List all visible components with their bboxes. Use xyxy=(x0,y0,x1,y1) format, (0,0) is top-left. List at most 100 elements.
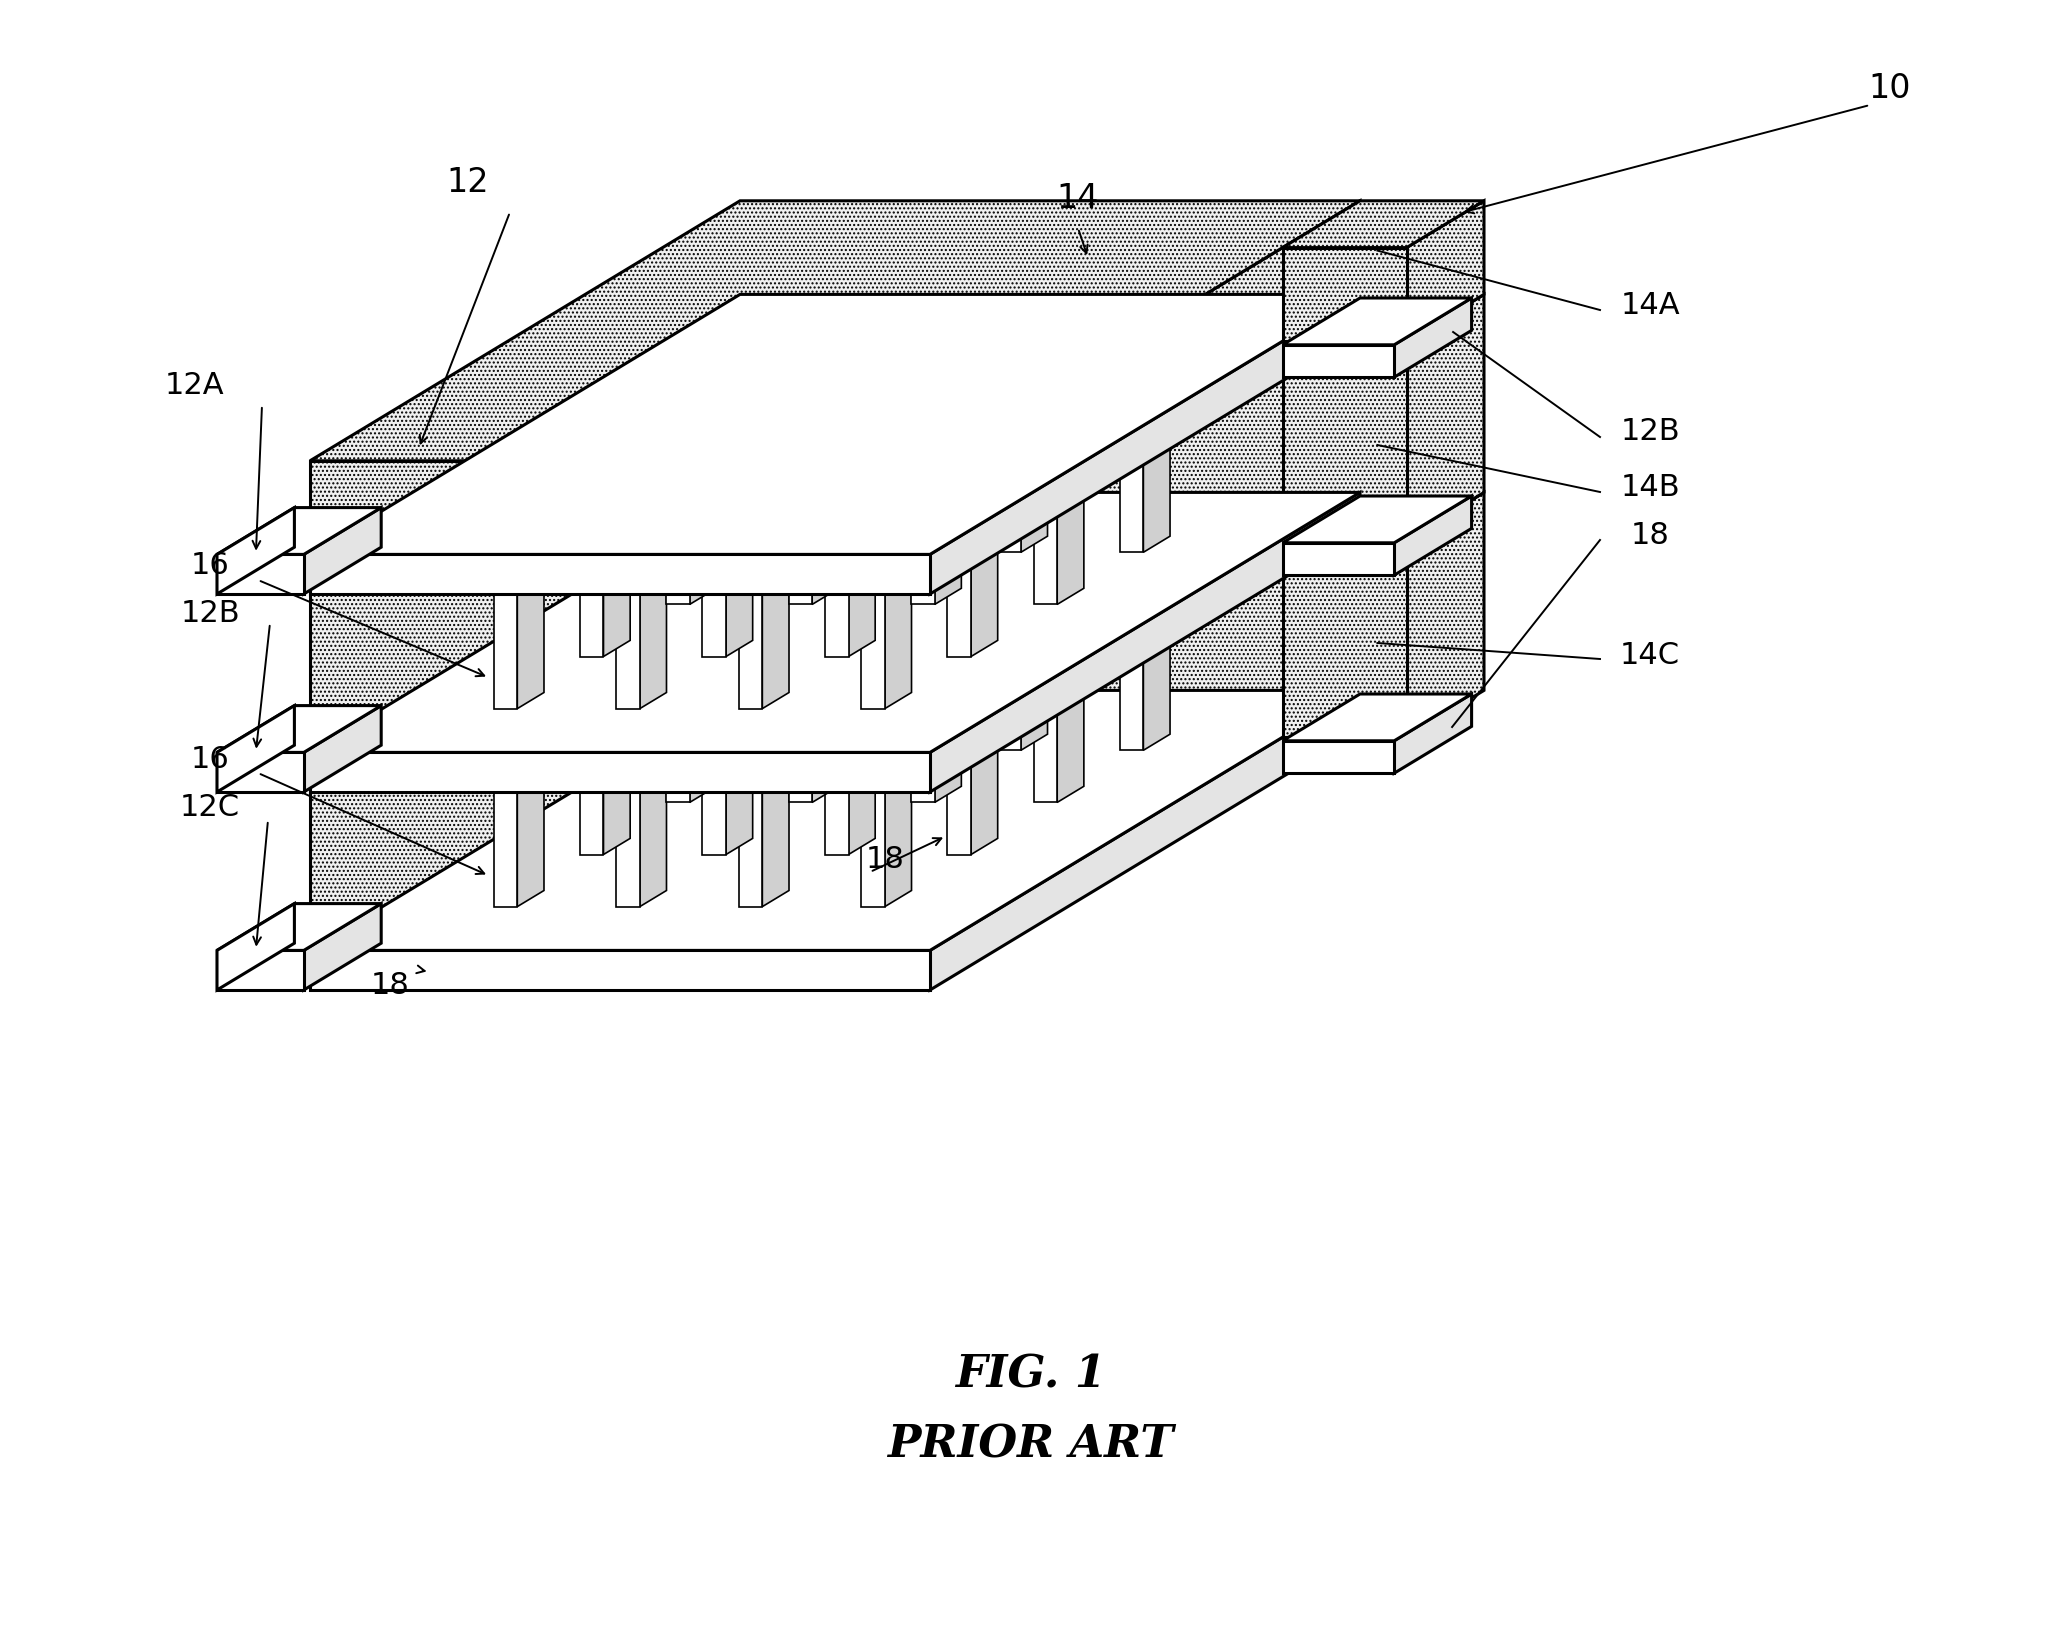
Polygon shape xyxy=(309,294,1360,555)
Polygon shape xyxy=(740,534,789,550)
Polygon shape xyxy=(886,732,911,907)
Polygon shape xyxy=(1121,577,1170,591)
Polygon shape xyxy=(824,482,875,499)
Polygon shape xyxy=(740,732,789,748)
Polygon shape xyxy=(309,294,1360,555)
Polygon shape xyxy=(216,705,295,791)
Polygon shape xyxy=(935,628,962,803)
Polygon shape xyxy=(216,752,303,791)
Text: 16: 16 xyxy=(192,552,229,580)
Polygon shape xyxy=(1283,342,1407,539)
Polygon shape xyxy=(517,534,544,709)
Polygon shape xyxy=(911,628,962,644)
Polygon shape xyxy=(216,507,381,555)
Polygon shape xyxy=(812,430,838,605)
Polygon shape xyxy=(1057,628,1084,803)
Polygon shape xyxy=(948,695,970,854)
Polygon shape xyxy=(216,904,381,950)
Polygon shape xyxy=(876,577,925,591)
Polygon shape xyxy=(1407,202,1483,342)
Polygon shape xyxy=(752,393,777,552)
Polygon shape xyxy=(1034,446,1057,605)
Polygon shape xyxy=(216,705,381,752)
Polygon shape xyxy=(740,748,762,907)
Polygon shape xyxy=(929,492,1360,950)
Polygon shape xyxy=(725,482,752,656)
Polygon shape xyxy=(929,294,1360,752)
Polygon shape xyxy=(1395,297,1471,377)
Polygon shape xyxy=(886,534,911,709)
Polygon shape xyxy=(309,752,929,791)
Polygon shape xyxy=(849,681,875,854)
Polygon shape xyxy=(216,904,295,990)
Text: 12: 12 xyxy=(447,165,490,198)
Text: PRIOR ART: PRIOR ART xyxy=(886,1424,1174,1467)
Polygon shape xyxy=(849,482,875,656)
Polygon shape xyxy=(861,534,911,550)
Polygon shape xyxy=(929,294,1360,595)
Polygon shape xyxy=(970,482,997,656)
Text: 14A: 14A xyxy=(1619,291,1679,319)
Polygon shape xyxy=(876,591,898,750)
Polygon shape xyxy=(702,482,752,499)
Text: 12C: 12C xyxy=(179,793,241,823)
Polygon shape xyxy=(777,577,803,750)
Polygon shape xyxy=(494,732,544,748)
Polygon shape xyxy=(1283,297,1471,345)
Polygon shape xyxy=(616,732,667,748)
Polygon shape xyxy=(911,644,935,803)
Polygon shape xyxy=(216,555,303,595)
Polygon shape xyxy=(752,591,777,750)
Polygon shape xyxy=(762,534,789,709)
Polygon shape xyxy=(997,393,1022,552)
Polygon shape xyxy=(604,482,630,656)
Polygon shape xyxy=(777,378,803,552)
Polygon shape xyxy=(1143,577,1170,750)
Polygon shape xyxy=(581,499,604,656)
Polygon shape xyxy=(752,378,803,393)
Polygon shape xyxy=(789,644,812,803)
Polygon shape xyxy=(665,644,690,803)
Text: 18: 18 xyxy=(371,970,410,999)
Polygon shape xyxy=(789,430,838,446)
Polygon shape xyxy=(1283,539,1407,737)
Polygon shape xyxy=(861,732,911,748)
Polygon shape xyxy=(1121,393,1143,552)
Polygon shape xyxy=(309,492,1360,752)
Polygon shape xyxy=(725,681,752,854)
Polygon shape xyxy=(812,628,838,803)
Polygon shape xyxy=(309,555,929,752)
Text: 14C: 14C xyxy=(1619,641,1681,669)
Polygon shape xyxy=(303,904,381,990)
Polygon shape xyxy=(309,202,1360,461)
Polygon shape xyxy=(824,695,849,854)
Polygon shape xyxy=(997,577,1049,591)
Polygon shape xyxy=(789,628,838,644)
Polygon shape xyxy=(911,446,935,605)
Polygon shape xyxy=(303,705,381,791)
Polygon shape xyxy=(789,446,812,605)
Polygon shape xyxy=(929,691,1360,990)
Polygon shape xyxy=(1283,202,1483,248)
Text: 16: 16 xyxy=(192,745,229,775)
Polygon shape xyxy=(824,681,875,695)
Polygon shape xyxy=(824,499,849,656)
Polygon shape xyxy=(1283,544,1395,575)
Polygon shape xyxy=(641,534,667,709)
Polygon shape xyxy=(935,430,962,605)
Polygon shape xyxy=(665,446,690,605)
Polygon shape xyxy=(929,492,1360,791)
Polygon shape xyxy=(1283,694,1471,740)
Text: 18: 18 xyxy=(1632,522,1669,550)
Polygon shape xyxy=(1034,430,1084,446)
Polygon shape xyxy=(876,378,925,393)
Polygon shape xyxy=(581,695,604,854)
Polygon shape xyxy=(494,550,517,709)
Polygon shape xyxy=(309,752,929,950)
Polygon shape xyxy=(1143,378,1170,552)
Polygon shape xyxy=(861,550,886,709)
Polygon shape xyxy=(1283,294,1483,342)
Polygon shape xyxy=(581,482,630,499)
Polygon shape xyxy=(309,461,929,555)
Polygon shape xyxy=(929,202,1360,555)
